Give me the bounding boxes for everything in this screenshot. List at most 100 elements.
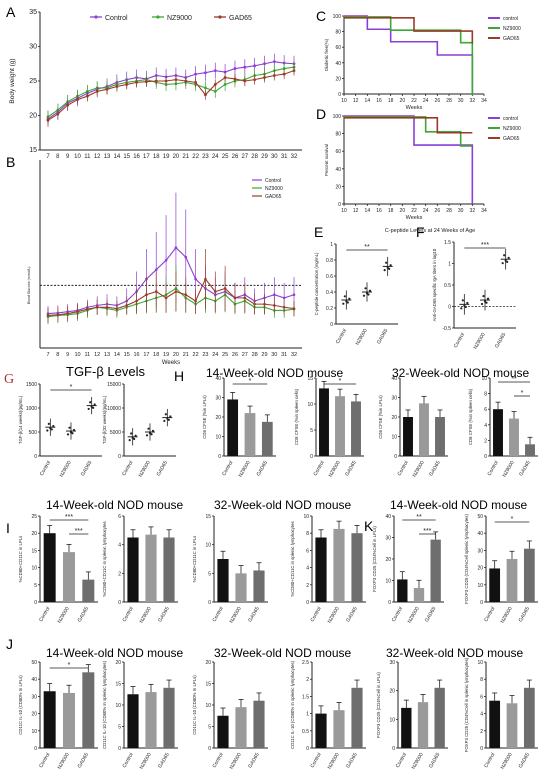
e-significance-label: **: [364, 244, 370, 251]
k1-bar-gad65: [430, 539, 441, 602]
g1-category-label: GAD65: [80, 460, 94, 477]
a-x-tick-label: 10: [74, 154, 81, 160]
g2-data-point: [148, 432, 152, 435]
i3-y-tick-label: 15: [205, 514, 211, 520]
d-x-tick-label: 28: [446, 208, 452, 214]
g2-data-point: [151, 429, 155, 432]
a-legend-label: GAD65: [229, 15, 252, 22]
e-data-point: [383, 269, 386, 272]
a-data-point: [223, 83, 227, 86]
h1-bar-gad65: [261, 421, 273, 456]
g2-y-tick-label: 5000: [110, 430, 121, 436]
a-data-point: [76, 98, 79, 102]
d-y-tick-label: 100: [333, 114, 342, 120]
k4-y-tick-label: 0: [480, 746, 483, 752]
i3-category-label: NZ9000: [229, 606, 243, 625]
panel-letter-f: F: [416, 224, 425, 240]
j1-y-tick-label: 30: [31, 694, 37, 700]
j2-bar-nz9000: [145, 692, 157, 748]
e-y-tick-label: 0.8: [326, 258, 333, 264]
g1-data-point: [66, 433, 70, 436]
a-data-point: [213, 83, 217, 86]
b-x-tick-label: 21: [183, 352, 189, 358]
b-x-tick-label: 10: [74, 352, 80, 358]
b-data-point: [164, 296, 168, 300]
a-x-tick-label: 32: [291, 154, 298, 160]
a-x-tick-label: 11: [84, 154, 91, 160]
a-x-tick-label: 28: [251, 154, 258, 160]
g2-data-point: [128, 439, 131, 442]
a-x-tick-label: 22: [192, 154, 199, 160]
f-data-point: [507, 256, 510, 259]
d-x-tick-label: 10: [341, 208, 347, 214]
g1-category-label: NZ9000: [59, 460, 73, 479]
g2-y-tick-label: 10000: [107, 406, 121, 412]
d-series-line-nz9000: [344, 116, 473, 147]
g2-data-point: [134, 434, 137, 437]
h1-y-tick-label: 30: [215, 396, 221, 402]
h2-bar-nz9000: [335, 396, 345, 456]
a-data-point: [263, 76, 266, 79]
h4-y-tick-label: 8: [484, 392, 487, 398]
h3-bar-gad65: [435, 417, 445, 456]
c-x-tick-label: 32: [470, 98, 476, 104]
j4-y-tick-label: 2: [306, 677, 309, 683]
a-x-tick-label: 12: [94, 154, 101, 160]
a-data-point: [272, 60, 276, 64]
a-x-tick-label: 13: [104, 154, 111, 160]
f-y-tick-label: -0.5: [442, 326, 451, 332]
a-data-point: [95, 89, 99, 93]
j1-y-tick-label: 20: [31, 712, 37, 718]
j1-y-tick-label: 40: [31, 677, 37, 683]
a-x-tick-label: 31: [281, 154, 288, 160]
b-x-tick-label: 28: [252, 352, 258, 358]
a-data-point: [213, 69, 217, 73]
k1-y-tick-label: 0: [388, 600, 391, 606]
a-data-point: [164, 79, 168, 83]
h1-y-tick-label: 0: [218, 454, 221, 460]
i2-y-tick-label: 6: [118, 514, 121, 520]
j3-category-label: GAD65: [247, 752, 261, 769]
b-x-tick-label: 15: [124, 352, 130, 358]
i4-y-tick-label: 2: [306, 583, 309, 589]
j3-y-tick-label: 0: [208, 746, 211, 752]
g2-y-axis-label: TGF-β(32 weeks)(pg/mL): [102, 395, 107, 444]
d-y-tick-label: 0: [338, 202, 341, 208]
k1-y-axis-label: FOXP3 CD25 (CD4%Cell in LPLs): [372, 526, 377, 592]
h4-significance-label: *: [521, 390, 524, 397]
h3-y-axis-label: CD8 CFSE (%in LPLs): [378, 395, 383, 439]
g2-data-point: [150, 433, 153, 436]
f-data-point: [501, 262, 504, 265]
i1-y-tick-label: 20: [31, 531, 37, 537]
k2-y-axis-label: FOXP3 CD25 (CD4%Cell splenic lymphocytes…: [464, 514, 469, 604]
c-x-tick-label: 14: [365, 98, 371, 104]
a-data-point: [46, 118, 50, 122]
f-y-tick-label: 1: [448, 262, 451, 268]
e-data-point: [385, 261, 388, 264]
j1-category-label: GAD65: [77, 752, 91, 769]
a-data-point: [184, 79, 188, 83]
j3-bar-control: [217, 715, 229, 748]
i2-y-tick-label: 2: [118, 571, 121, 577]
b-data-point: [145, 293, 148, 297]
b-data-point: [213, 290, 217, 293]
g1-y-tick-label: 1500: [26, 382, 37, 388]
g1-data-point: [46, 429, 49, 432]
k3-bar-nz9000: [417, 702, 429, 748]
g1-data-point: [49, 427, 52, 430]
a-x-tick-label: 14: [114, 154, 121, 160]
k2-y-tick-label: 10: [477, 583, 483, 589]
j2-y-tick-label: 5: [118, 725, 121, 731]
k2-category-label: GAD65: [518, 606, 532, 623]
f-significance-label: ***: [481, 242, 489, 249]
b-x-tick-label: 23: [202, 352, 208, 358]
f-data-point: [480, 302, 484, 306]
k1-y-tick-label: 10: [385, 579, 391, 585]
h4-bar-gad65: [525, 444, 535, 456]
c-series-line-nz9000: [344, 16, 474, 95]
a-x-tick-label: 29: [261, 154, 268, 160]
a-data-point: [204, 86, 207, 90]
i4-y-tick-label: 0: [306, 600, 309, 606]
c-y-tick-label: 20: [335, 76, 341, 82]
